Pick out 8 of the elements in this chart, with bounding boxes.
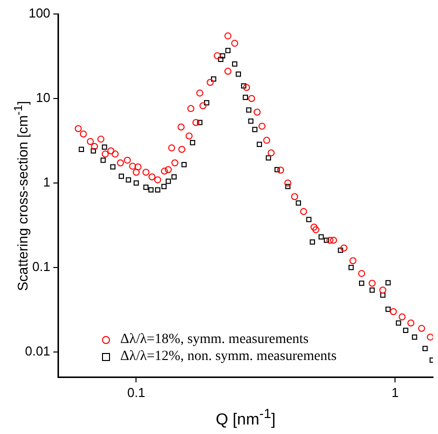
legend-label: Δλ/λ=12%, non. symm. measurements [120, 348, 337, 366]
y-tick-label: 10 [36, 90, 50, 106]
x-axis-title: Q [nm$^{-1}$] [214, 406, 277, 430]
y-tick-label: 1 [43, 174, 50, 190]
y-tick-label: 100 [28, 6, 50, 21]
legend-label: Δλ/λ=18%, symm. measurements [120, 331, 309, 348]
y-tick-label: 0.1 [32, 259, 50, 274]
y-tick-label: 0.01 [24, 344, 50, 359]
